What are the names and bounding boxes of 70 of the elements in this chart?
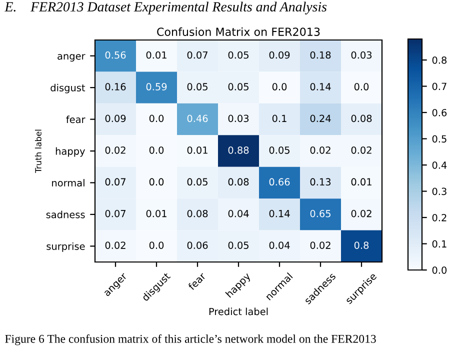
data-label: 0.06 (187, 242, 208, 249)
data-label: 0.08 (351, 114, 372, 122)
color-bar-label: 0.1 (432, 240, 446, 248)
data-label: 0.03 (351, 51, 372, 59)
data-label: 0.04 (228, 210, 249, 218)
y-tick-label: happy (56, 147, 85, 157)
data-label: 0.01 (146, 210, 166, 218)
data-label: 0.18 (310, 51, 331, 59)
y-tick-label: fear (66, 116, 86, 124)
y-tick-label: disgust (50, 84, 86, 94)
data-label: 0.02 (310, 242, 330, 249)
data-label: 0.0 (149, 146, 164, 154)
data-label: 0.56 (105, 51, 126, 59)
color-bar-label: 0.7 (432, 82, 446, 90)
data-label: 0.07 (105, 210, 126, 218)
data-label: 0.01 (146, 51, 166, 59)
data-label: 0.07 (105, 178, 126, 186)
y-axis-title: Truth label (34, 130, 42, 173)
caption: Figure 6 The confusion matrix of this article’s network model on the FER2013 (5, 334, 376, 346)
data-label: 0.24 (310, 114, 331, 122)
data-label: 0.88 (228, 146, 249, 154)
data-label: 0.0 (149, 242, 164, 249)
y-tick-label: surprise (46, 242, 85, 252)
color-bar-label: 0.4 (432, 161, 447, 169)
data-label: 0.65 (310, 210, 330, 218)
data-label: 0.07 (187, 51, 208, 59)
color-bar-label: 0.6 (432, 108, 447, 116)
data-label: 0.05 (228, 51, 248, 59)
data-label: 0.01 (187, 146, 208, 154)
data-label: 0.0 (149, 178, 164, 186)
data-label: 0.0 (272, 83, 287, 90)
data-label: 0.02 (105, 242, 126, 249)
data-label: 0.01 (351, 178, 372, 186)
y-tick-label: anger (58, 54, 86, 62)
data-label: 0.05 (187, 178, 208, 186)
data-label: 0.14 (310, 83, 331, 90)
data-label: 0.05 (269, 146, 290, 154)
data-label: 0.02 (105, 146, 126, 154)
data-label: 0.05 (187, 83, 208, 90)
data-label: 0.08 (187, 210, 208, 218)
data-label: 0.02 (351, 146, 372, 154)
data-label: 0.08 (228, 178, 249, 186)
data-label: 0.05 (228, 83, 248, 90)
data-label: 0.46 (187, 114, 208, 122)
color-bar-label: 0.2 (432, 214, 446, 222)
data-label: 0.14 (269, 210, 290, 218)
data-label: 0.13 (310, 178, 331, 186)
text: E. FER2013 Dataset Experimental Results and Analysis (4, 2, 327, 14)
data-label: 0.1 (272, 114, 286, 122)
data-label: 0.0 (354, 83, 369, 90)
data-label: 0.16 (105, 83, 126, 90)
color-bar-label: 0.0 (432, 266, 447, 274)
data-label: 0.59 (146, 83, 167, 90)
data-label: 0.03 (228, 114, 249, 122)
data-label: 0.04 (269, 242, 290, 249)
data-label: 0.8 (354, 242, 369, 249)
data-label: 0.02 (310, 146, 330, 154)
data-label: 0.09 (105, 114, 126, 122)
color-bar-label: 0.3 (432, 188, 446, 196)
data-label: 0.09 (269, 51, 290, 59)
data-label: 0.02 (351, 210, 372, 218)
chart-title: Confusion Matrix on FER2013 (157, 27, 320, 36)
data-label: 0.0 (149, 114, 164, 122)
data-label: 0.05 (228, 242, 248, 249)
y-tick-label: sadness (46, 210, 85, 218)
x-axis-title: Predict label (209, 308, 268, 316)
color-bar-label: 0.8 (432, 56, 447, 64)
data-label: 0.66 (269, 178, 290, 186)
y-tick-label: normal (52, 179, 84, 187)
color-bar-label: 0.5 (432, 135, 446, 143)
